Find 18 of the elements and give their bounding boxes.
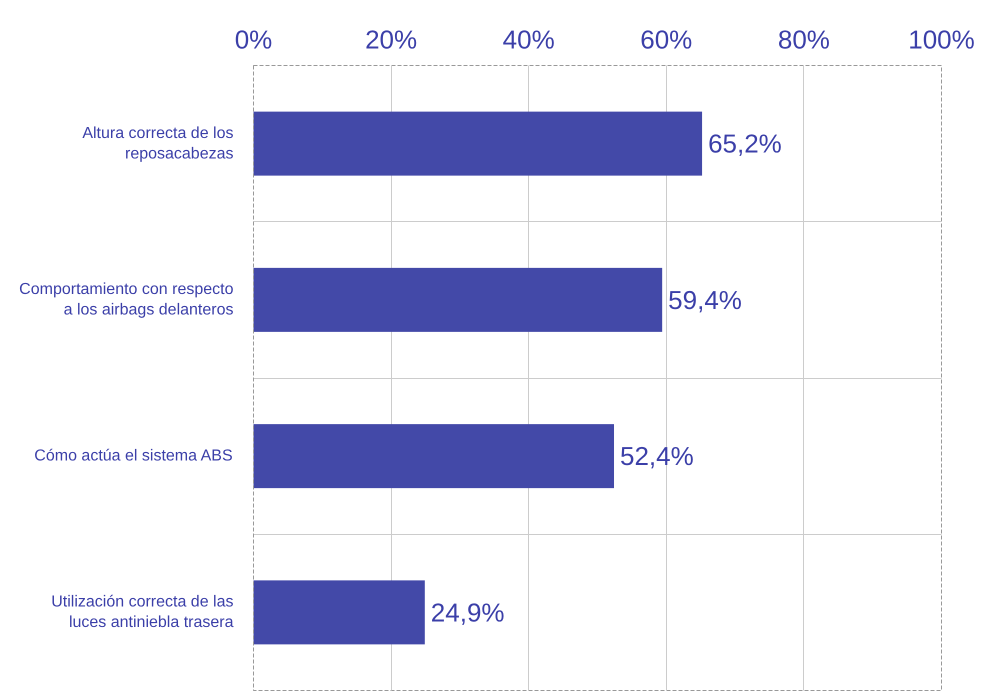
x-tick-label: 80%: [778, 24, 830, 54]
bar: [254, 268, 662, 332]
y-tick-label: Utilización correcta de las luces antiniebla trasera: [51, 594, 234, 632]
x-tick-label: 0%: [234, 24, 272, 54]
y-tick-label: Comportamiento con respecto a los airbags delanteros: [19, 281, 234, 319]
x-tick-label: 60%: [640, 24, 692, 54]
data-label: 52,4%: [620, 441, 694, 472]
y-tick-label: Altura correcta de los reposacabezas: [82, 124, 234, 162]
x-tick-label: 20%: [365, 24, 418, 54]
x-tick-label: 100%: [908, 24, 975, 54]
x-tick-label: 40%: [502, 24, 555, 54]
data-label: 59,4%: [668, 284, 742, 315]
bar: [254, 112, 702, 176]
y-tick-label: Cómo actúa el sistema ABS: [34, 448, 233, 465]
bar: [254, 424, 614, 488]
bar: [254, 580, 425, 644]
data-label: 65,2%: [708, 128, 782, 159]
data-label: 24,9%: [430, 597, 505, 628]
